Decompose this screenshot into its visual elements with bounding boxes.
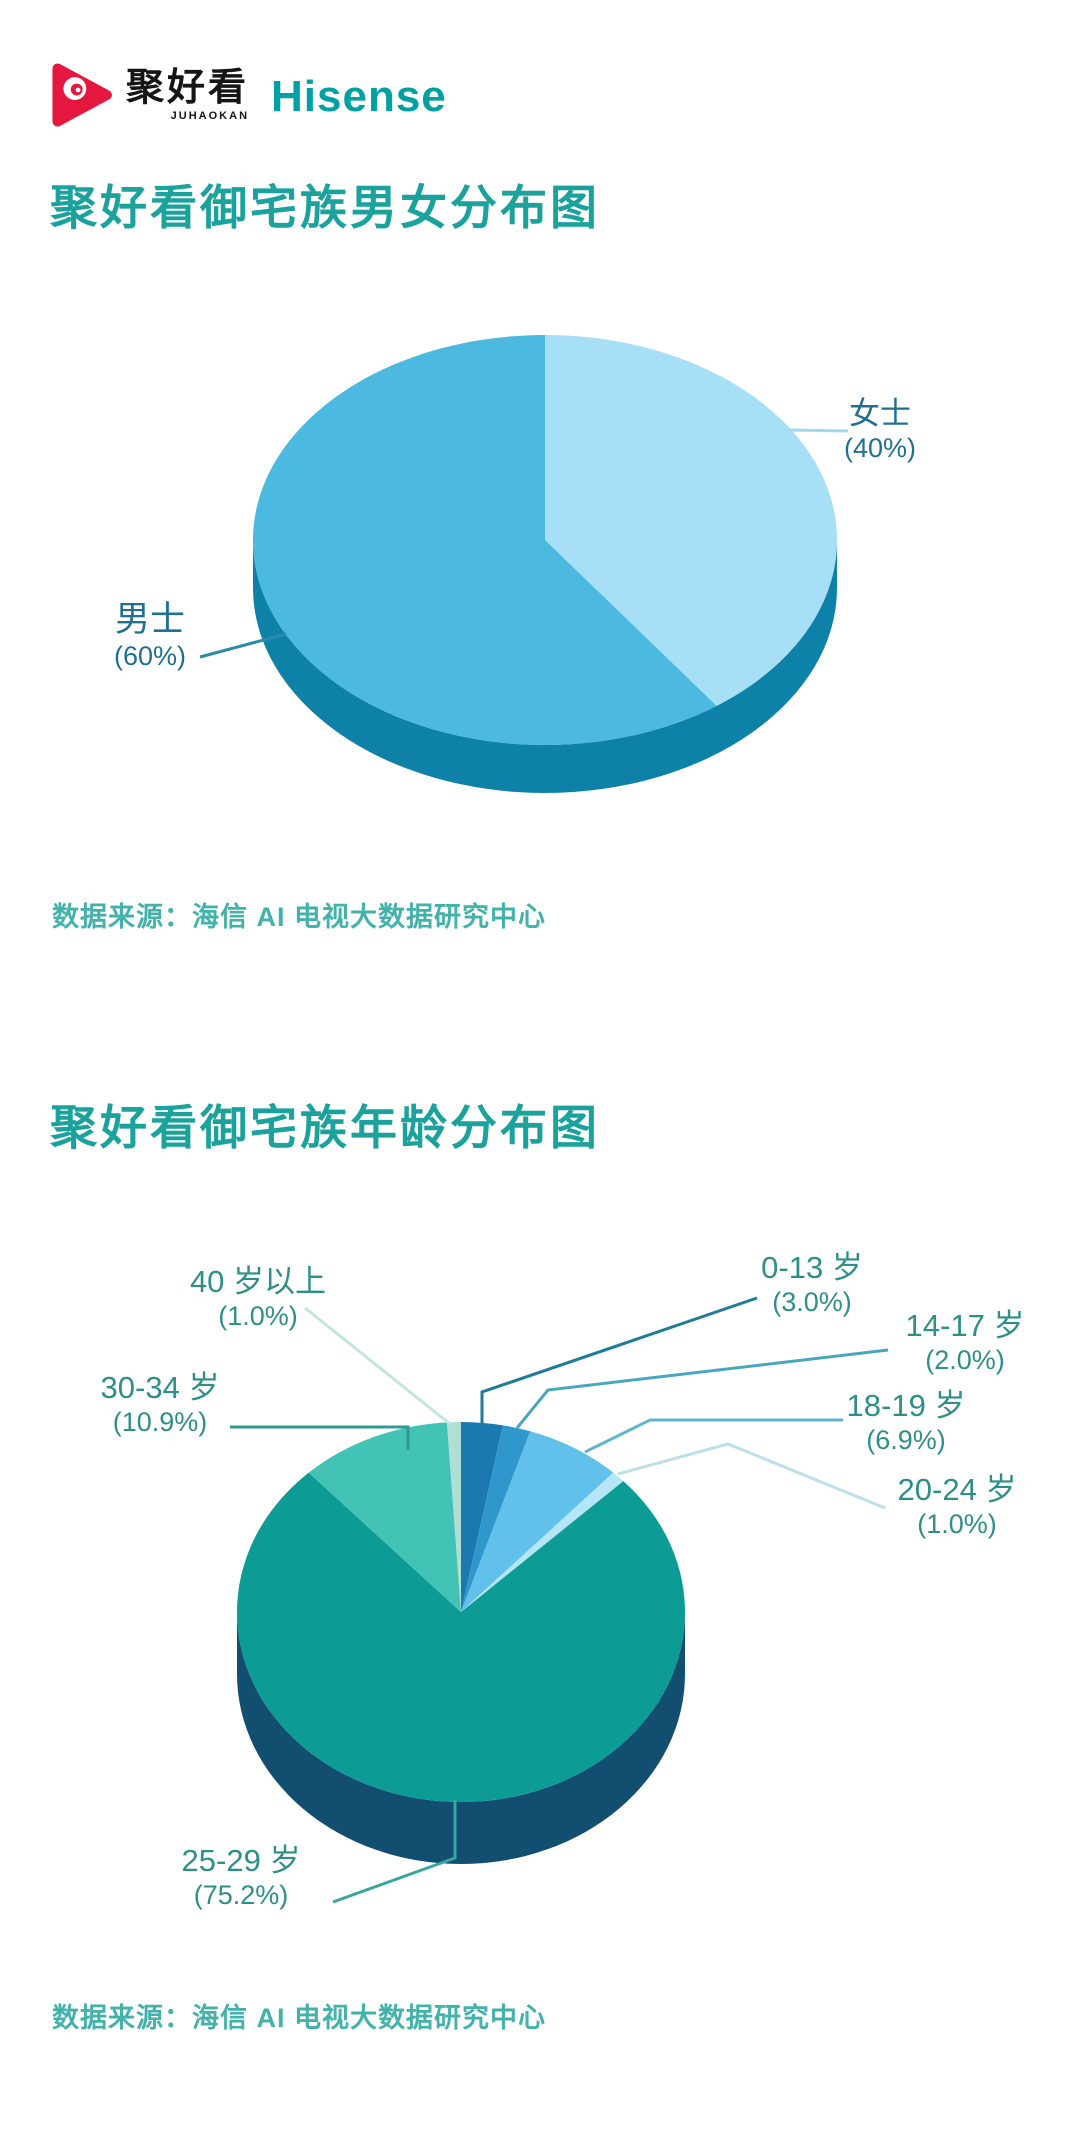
label-age-30-34: 30-34 岁 (10.9%) xyxy=(80,1370,240,1438)
label-age-14-17-name: 14-17 岁 xyxy=(905,1308,1025,1343)
pie-1-slice-1 xyxy=(461,1425,531,1612)
label-female: 女士 (40%) xyxy=(800,396,960,464)
pie-1-slice-2 xyxy=(461,1431,614,1612)
juhaokan-wordmark-block: 聚好看 JUHAOKAN xyxy=(126,69,249,122)
label-age-20-24-pct: (1.0%) xyxy=(917,1508,997,1539)
pie-0-leader-1 xyxy=(199,632,287,659)
juhaokan-subtext: JUHAOKAN xyxy=(170,109,250,122)
label-age-40-plus-name: 40 岁以上 xyxy=(189,1264,327,1299)
label-age-0-13-name: 0-13 岁 xyxy=(761,1250,863,1285)
label-age-20-24-name: 20-24 岁 xyxy=(897,1472,1017,1507)
label-male-name: 男士 xyxy=(114,600,185,639)
gender-chart-source: 数据来源：海信 AI 电视大数据研究中心 xyxy=(52,902,547,932)
juhaokan-wordmark: 聚好看 xyxy=(126,66,250,109)
age-chart-source: 数据来源：海信 AI 电视大数据研究中心 xyxy=(52,2003,547,2033)
label-age-25-29-pct: (75.2%) xyxy=(193,1879,289,1910)
pie-1-leader-0 xyxy=(480,1296,758,1424)
label-age-0-13-pct: (3.0%) xyxy=(772,1286,852,1317)
label-age-18-19: 18-19 岁 (6.9%) xyxy=(826,1388,986,1456)
pie-1-leader-3 xyxy=(617,1442,886,1510)
hisense-wordmark: Hisense xyxy=(271,72,447,121)
pie-1-slice-6 xyxy=(446,1422,461,1612)
label-age-25-29-name: 25-29 岁 xyxy=(181,1843,301,1878)
brand-header: 聚好看 JUHAOKAN Hisense xyxy=(52,60,447,130)
pie-0-slice-1 xyxy=(252,335,717,745)
pie-0-slice-0 xyxy=(545,335,838,706)
label-male-pct: (60%) xyxy=(113,641,187,672)
label-age-14-17-pct: (2.0%) xyxy=(925,1344,1005,1375)
juhaokan-logo-icon xyxy=(52,63,112,127)
pie-1-leader-4 xyxy=(332,1800,457,1904)
label-age-25-29: 25-29 岁 (75.2%) xyxy=(161,1843,321,1911)
label-age-18-19-pct: (6.9%) xyxy=(866,1424,946,1455)
label-age-40-plus: 40 岁以上 (1.0%) xyxy=(178,1264,338,1332)
label-age-14-17: 14-17 岁 (2.0%) xyxy=(885,1308,1045,1376)
age-chart-title: 聚好看御宅族年龄分布图 xyxy=(50,1101,600,1154)
label-age-0-13: 0-13 岁 (3.0%) xyxy=(732,1250,892,1318)
pie-0-base xyxy=(253,540,837,793)
pie-1-slice-4 xyxy=(237,1472,686,1802)
pie-1-base xyxy=(237,1612,685,1864)
pie-1-leader-6 xyxy=(304,1306,451,1426)
pie-1-leader-1 xyxy=(515,1348,889,1429)
label-age-30-34-pct: (10.9%) xyxy=(112,1406,208,1437)
label-male: 男士 (60%) xyxy=(70,600,230,673)
label-age-40-plus-pct: (1.0%) xyxy=(218,1300,298,1331)
label-age-30-34-name: 30-34 岁 xyxy=(100,1370,220,1405)
gender-chart-title: 聚好看御宅族男女分布图 xyxy=(50,181,600,234)
pie-1-slice-5 xyxy=(308,1422,461,1612)
label-female-name: 女士 xyxy=(849,396,911,431)
pie-1-leader-2 xyxy=(584,1418,843,1454)
label-female-pct: (40%) xyxy=(843,432,917,463)
pie-1-leader-5 xyxy=(230,1425,410,1450)
label-age-20-24: 20-24 岁 (1.0%) xyxy=(877,1472,1037,1540)
pie-1-slice-0 xyxy=(461,1422,503,1612)
pie-0-leader-0 xyxy=(787,428,849,433)
label-age-18-19-name: 18-19 岁 xyxy=(846,1388,966,1423)
pie-1-slice-3 xyxy=(461,1472,624,1612)
